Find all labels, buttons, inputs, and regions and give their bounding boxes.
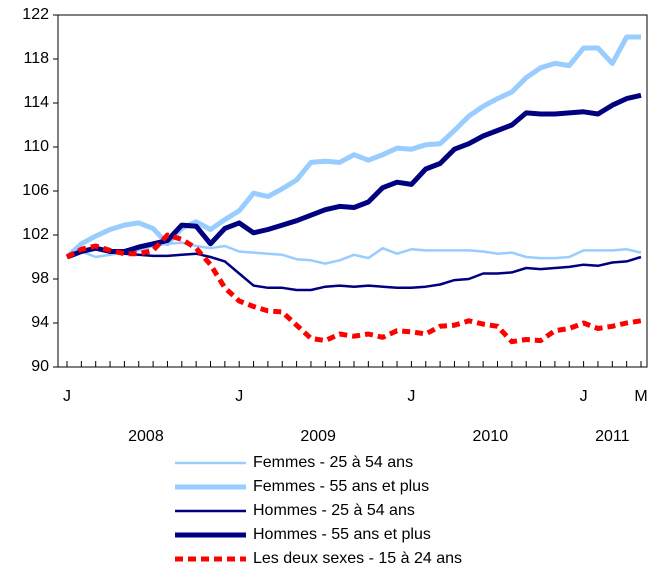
series-line: [66, 248, 642, 292]
y-tick-label: 106: [22, 182, 49, 199]
legend-label: Hommes - 25 à 54 ans: [253, 502, 415, 519]
year-label: 2010: [473, 428, 509, 445]
year-label: 2011: [595, 428, 630, 445]
year-label: 2009: [300, 428, 336, 445]
x-tick-label: J: [580, 388, 588, 405]
y-tick-label: 94: [31, 314, 49, 331]
plot-frame: [57, 14, 648, 368]
y-tick-label: 98: [31, 270, 49, 287]
legend-label: Femmes - 55 ans et plus: [253, 478, 429, 495]
x-tick-label: M: [634, 388, 647, 405]
y-tick-label: 90: [31, 358, 49, 375]
series-line: [66, 241, 642, 265]
legend-label: Hommes - 55 ans et plus: [253, 526, 431, 543]
series-line: [66, 92, 642, 260]
series-line: [65, 34, 641, 259]
x-tick-label: J: [63, 388, 71, 405]
x-tick-label: J: [235, 388, 243, 405]
series-line: [65, 232, 642, 345]
legend-label: Femmes - 25 à 54 ans: [253, 454, 413, 471]
y-tick-label: 122: [22, 6, 49, 23]
y-tick-label: 110: [23, 138, 49, 155]
x-tick-label: J: [407, 388, 415, 405]
year-label: 2008: [128, 428, 164, 445]
legend-label: Les deux sexes - 15 à 24 ans: [253, 550, 462, 567]
y-tick-label: 102: [22, 226, 49, 243]
y-tick-label: 114: [23, 94, 49, 111]
y-tick-label: 118: [23, 50, 49, 67]
